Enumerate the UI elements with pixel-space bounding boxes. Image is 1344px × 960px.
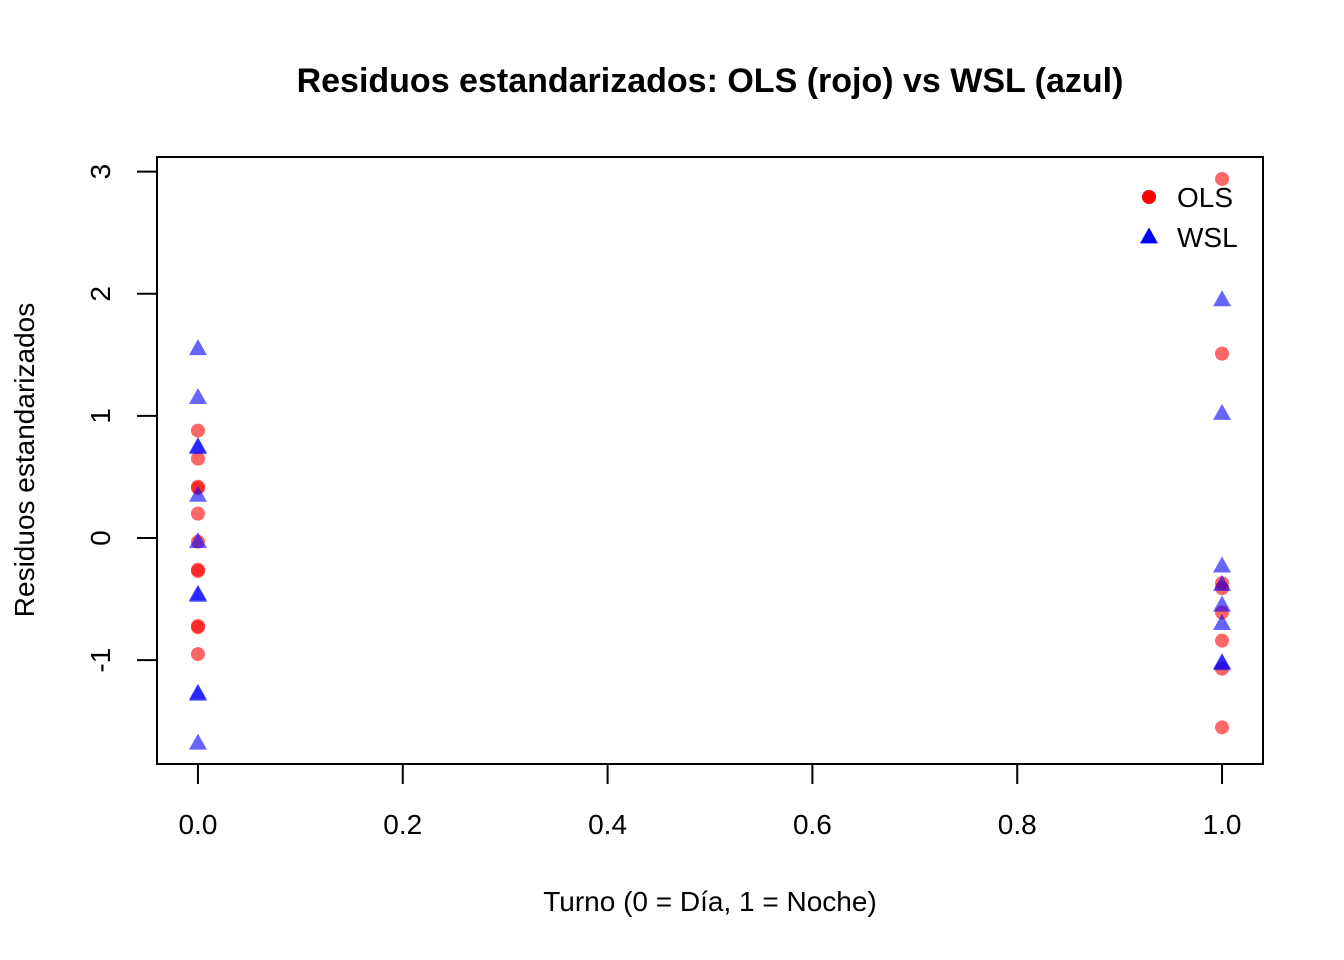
- y-tick-label: 1: [85, 408, 116, 424]
- wsl-point: [188, 438, 207, 455]
- x-axis-label: Turno (0 = Día, 1 = Noche): [543, 886, 877, 917]
- x-tick-label: 0.6: [793, 809, 832, 840]
- series-ols: [190, 171, 1230, 735]
- x-tick-label: 0.4: [588, 809, 627, 840]
- ols-point: [190, 423, 205, 438]
- ols-point: [1215, 346, 1230, 361]
- legend-label: OLS: [1177, 182, 1233, 213]
- wsl-point: [188, 585, 207, 602]
- wsl-point: [188, 733, 207, 750]
- x-tick-label: 0.8: [998, 809, 1037, 840]
- data-points: [188, 171, 1232, 750]
- chart-title: Residuos estandarizados: OLS (rojo) vs W…: [297, 62, 1124, 100]
- x-axis: 0.0 0.2 0.4 0.6 0.8 1.0: [178, 763, 1242, 840]
- legend-wsl-marker: [1140, 227, 1158, 244]
- y-tick-label: 0: [85, 530, 116, 546]
- x-tick-label: 0.2: [383, 809, 422, 840]
- ols-point: [190, 647, 205, 662]
- ols-point: [190, 564, 205, 579]
- wsl-point: [188, 684, 207, 701]
- legend: OLS WSL: [1140, 182, 1238, 253]
- wsl-point: [1213, 556, 1232, 573]
- ols-point: [1215, 720, 1230, 735]
- legend-ols-marker: [1142, 190, 1156, 204]
- ols-point: [190, 620, 205, 635]
- wsl-point: [1213, 613, 1232, 630]
- y-tick-label: 3: [85, 164, 116, 180]
- wsl-point: [1213, 290, 1232, 307]
- series-wsl: [188, 290, 1232, 750]
- wsl-point: [188, 532, 207, 549]
- wsl-point: [1213, 574, 1232, 591]
- wsl-point: [1213, 403, 1232, 420]
- wsl-point: [188, 485, 207, 502]
- wsl-point: [1213, 595, 1232, 612]
- ols-point: [1215, 633, 1230, 648]
- y-tick-label: 2: [85, 286, 116, 302]
- wsl-point: [188, 388, 207, 405]
- x-tick-label: 0.0: [178, 809, 217, 840]
- ols-point: [190, 451, 205, 466]
- x-tick-label: 1.0: [1203, 809, 1242, 840]
- y-tick-label: -1: [85, 648, 116, 673]
- ols-point: [1215, 171, 1230, 186]
- wsl-point: [1213, 654, 1232, 671]
- legend-label: WSL: [1177, 222, 1238, 253]
- ols-point: [190, 506, 205, 521]
- y-axis: -1 0 1 2 3: [85, 164, 158, 673]
- y-axis-label: Residuos estandarizados: [9, 303, 40, 617]
- plot-area-border: [156, 156, 1264, 765]
- wsl-point: [188, 339, 207, 356]
